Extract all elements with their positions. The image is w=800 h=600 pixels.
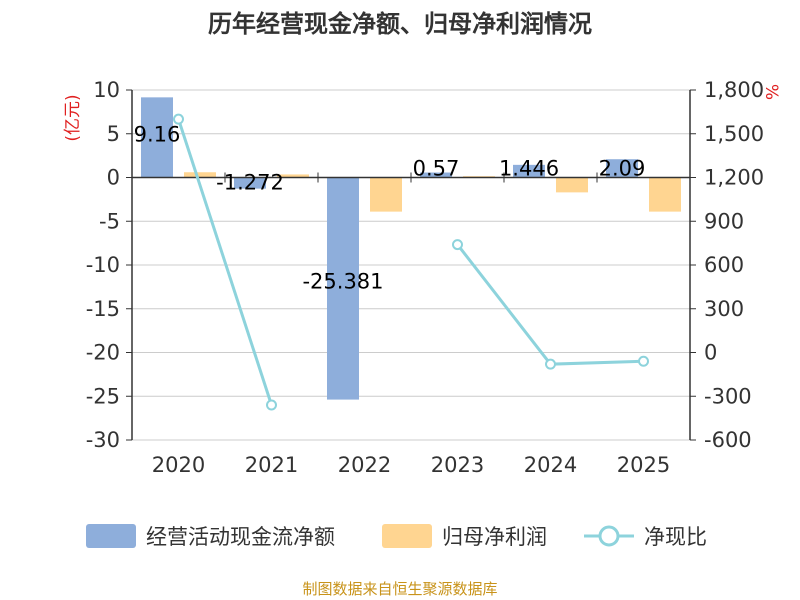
- ratio-point-2020: [173, 113, 184, 125]
- bar-cash-flow-2023: [420, 172, 452, 178]
- right-axis-tick-label: 1,200: [704, 166, 764, 190]
- right-axis-tick-label: -300: [704, 384, 752, 408]
- left-axis: 10 5 0 -5 -10 -15 -20 -25 -30: [86, 78, 132, 452]
- bars: [141, 97, 681, 400]
- left-axis-tick-label: -20: [86, 341, 120, 365]
- x-axis-label-2023: 2023: [431, 453, 484, 477]
- legend-label-profit: 归母净利润: [442, 525, 547, 549]
- bar-cash-flow-2021: [234, 177, 266, 189]
- legend-item-ratio[interactable]: 净现比: [584, 525, 707, 549]
- left-axis-tick-label: 5: [107, 122, 120, 146]
- legend-label-cash-flow: 经营活动现金流净额: [146, 525, 335, 549]
- ratio-line-segment: [456, 243, 644, 366]
- legend-swatch-cash-flow: [86, 524, 136, 548]
- legend-item-profit[interactable]: 归母净利润: [382, 524, 547, 549]
- bar-profit-2020: [184, 172, 216, 178]
- bar-cash-flow-2022: [327, 177, 359, 400]
- legend: 经营活动现金流净额 归母净利润 净现比: [86, 524, 707, 549]
- left-axis-tick-label: -15: [86, 297, 120, 321]
- chart-title: 历年经营现金净额、归母净利润情况: [208, 10, 592, 38]
- right-axis-tick-label: 1,500: [704, 122, 764, 146]
- bar-cash-flow-2020: [141, 97, 173, 178]
- legend-item-cash-flow[interactable]: 经营活动现金流净额: [86, 524, 335, 549]
- data-label-cash-flow-2024: 1.446: [499, 157, 559, 181]
- data-label-cash-flow-2022: -25.381: [302, 270, 383, 294]
- right-axis-tick-label: 1,800: [704, 78, 764, 102]
- data-label-cash-flow-2021: -1.272: [216, 171, 284, 195]
- legend-label-ratio: 净现比: [644, 525, 707, 549]
- bar-cash-flow-2024: [513, 164, 545, 178]
- left-axis-unit: (亿元): [63, 94, 83, 141]
- right-axis-tick-label: -600: [704, 428, 752, 452]
- bar-profit-2021: [277, 174, 309, 178]
- ratio-line: [173, 113, 649, 411]
- x-axis-label-2020: 2020: [152, 453, 205, 477]
- bar-profit-2025: [649, 177, 681, 212]
- data-label-cash-flow-2020: 9.16: [134, 122, 181, 146]
- right-axis-unit: %: [761, 84, 781, 100]
- left-axis-tick-label: -25: [86, 384, 120, 408]
- left-axis-tick-label: -30: [86, 428, 120, 452]
- ratio-point-2023: [452, 239, 463, 251]
- bar-profit-2024: [556, 177, 588, 193]
- left-axis-tick-label: -10: [86, 253, 120, 277]
- x-axis-label-2024: 2024: [524, 453, 577, 477]
- left-axis-tick-label: 10: [93, 78, 120, 102]
- gridlines: [132, 89, 690, 441]
- x-axis-label-2025: 2025: [617, 453, 670, 477]
- right-axis-tick-label: 900: [704, 209, 744, 233]
- data-label-cash-flow-2023: 0.57: [413, 157, 460, 181]
- ratio-line-segment: [177, 118, 273, 406]
- ratio-point-2025: [638, 355, 649, 367]
- x-axis: 2020 2021 2022 2023 2024 2025: [131, 172, 691, 477]
- x-axis-label-2022: 2022: [338, 453, 391, 477]
- bar-cash-flow-2025: [606, 159, 638, 178]
- legend-marker-ratio: [598, 525, 620, 547]
- bar-profit-2022: [370, 177, 402, 212]
- left-axis-tick-label: 0: [107, 166, 120, 190]
- right-axis-tick-label: 300: [704, 297, 744, 321]
- ratio-point-2021: [266, 399, 277, 411]
- left-axis-tick-label: -5: [99, 209, 120, 233]
- right-axis-tick-label: 0: [704, 341, 717, 365]
- right-axis: 1,800 1,500 1,200 900 600 300 0 -300 -600: [690, 78, 764, 452]
- footer-source: 制图数据来自恒生聚源数据库: [302, 580, 497, 598]
- legend-swatch-profit: [382, 524, 432, 548]
- right-axis-tick-label: 600: [704, 253, 744, 277]
- x-axis-label-2021: 2021: [245, 453, 298, 477]
- data-labels: 9.16 -1.272 -25.381 0.57 1.446 2.09: [134, 122, 646, 293]
- ratio-point-2024: [545, 358, 556, 370]
- data-label-cash-flow-2025: 2.09: [599, 157, 646, 181]
